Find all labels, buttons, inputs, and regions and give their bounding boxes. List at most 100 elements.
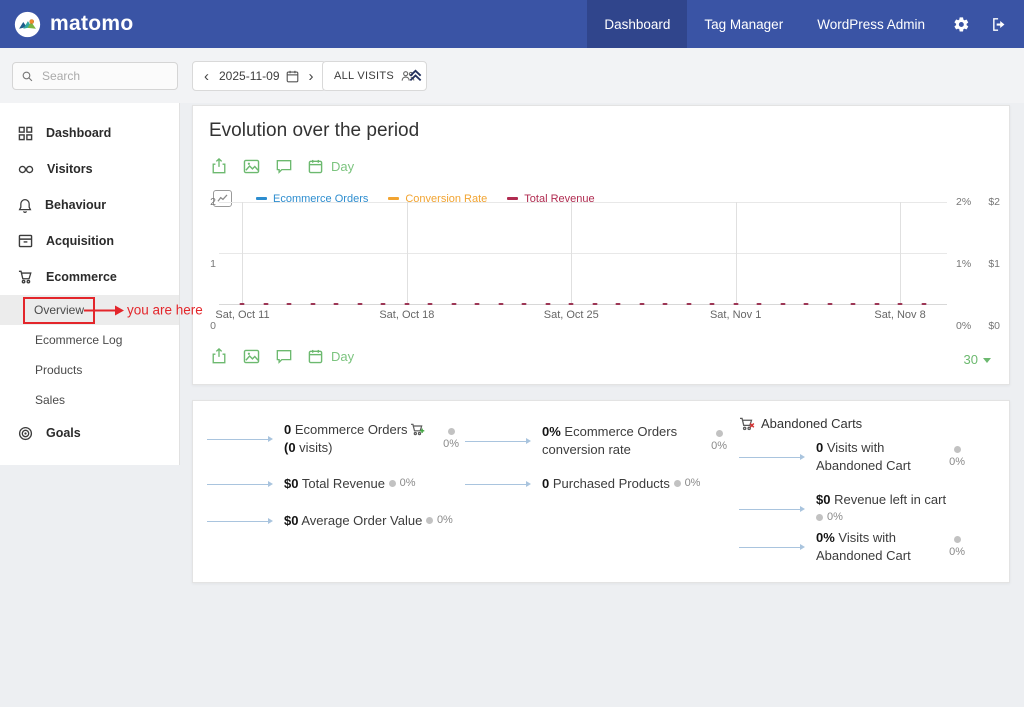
chart-type-icon[interactable] <box>213 190 232 207</box>
evolution-badge: 0% <box>711 430 727 452</box>
sidebar-item-dashboard[interactable]: Dashboard <box>0 115 179 151</box>
legend-item[interactable]: Conversion Rate <box>388 193 487 205</box>
h-gridline <box>219 253 947 254</box>
trend-dot-icon <box>425 517 433 524</box>
export-image-icon[interactable] <box>243 349 260 364</box>
data-point-marker <box>380 303 386 305</box>
data-point-marker <box>333 303 339 305</box>
export-icon[interactable] <box>211 158 227 174</box>
sparkline <box>465 436 531 446</box>
logout-button[interactable] <box>980 0 1018 48</box>
data-point-marker <box>850 303 856 305</box>
annotations-icon[interactable] <box>276 159 292 174</box>
export-image-icon[interactable] <box>243 159 260 174</box>
data-point-marker <box>686 303 692 305</box>
collapse-header-button[interactable] <box>408 68 423 83</box>
settings-button[interactable] <box>942 0 980 48</box>
data-point-marker <box>286 303 292 305</box>
nav-item-tag-manager[interactable]: Tag Manager <box>704 16 784 32</box>
metric-pct-visits-abandoned-cart: 0% Visits with Abandoned Cart 0% <box>739 529 965 565</box>
x-axis-tick-label: Sat, Oct 18 <box>379 309 435 321</box>
sparkline <box>739 504 805 514</box>
data-point-marker <box>474 303 480 305</box>
trend-dot-icon <box>447 428 455 436</box>
nav-item-dashboard[interactable]: Dashboard <box>587 0 688 48</box>
evolution-badge: 0% <box>388 476 416 491</box>
data-point-marker <box>615 303 621 305</box>
sidebar-item-visitors[interactable]: Visitors <box>0 151 179 187</box>
cart-add-icon <box>410 423 425 436</box>
nav-item-wordpress-admin[interactable]: WordPress Admin <box>817 16 925 32</box>
legend-label: Conversion Rate <box>405 192 488 205</box>
h-gridline <box>219 304 947 305</box>
range-selector[interactable]: 30 <box>964 352 991 367</box>
period-label[interactable]: Day <box>331 348 355 364</box>
data-point-marker <box>568 303 574 305</box>
sparkline <box>207 516 273 526</box>
data-point-marker <box>451 303 457 305</box>
period-day-button[interactable] <box>308 349 323 364</box>
data-point-marker <box>780 303 786 305</box>
export-icon[interactable] <box>211 348 227 364</box>
you-are-here-box[interactable]: Overview <box>23 296 96 324</box>
metric-text: $0 Revenue left in cart 0% <box>816 491 965 527</box>
sidebar-item-acquisition[interactable]: Acquisition <box>0 223 179 259</box>
legend-item[interactable]: Total Revenue <box>507 193 595 205</box>
search-input[interactable] <box>40 68 168 84</box>
sparkline <box>207 434 273 444</box>
right-axis-money-label: $2 <box>988 196 1000 208</box>
search-box[interactable] <box>12 62 178 90</box>
metric-text: $0 Total Revenue 0% <box>284 476 416 491</box>
period-day-button[interactable] <box>308 159 323 174</box>
metric-revenue-left-in-cart: $0 Revenue left in cart 0% <box>739 491 965 527</box>
sidebar-label: Dashboard <box>46 126 112 140</box>
trend-dot-icon <box>388 480 396 487</box>
sidebar-label: Ecommerce <box>46 270 117 284</box>
date-prev-icon[interactable]: ‹ <box>204 67 209 85</box>
date-value-wrap: 2025-11-09 <box>219 69 299 83</box>
data-point-marker <box>239 303 245 305</box>
data-point-marker <box>263 303 269 305</box>
metric-text: 0 Visits with Abandoned Cart <box>816 440 911 474</box>
sidebar-item-ecommerce-log[interactable]: Ecommerce Log <box>35 333 123 347</box>
target-icon <box>18 426 33 441</box>
right-axis-percent-label: 2% <box>956 196 972 208</box>
right-axis-percent-label: 0% <box>956 320 972 332</box>
matomo-logo[interactable]: matomo <box>0 11 133 38</box>
legend-item[interactable]: Ecommerce Orders <box>256 193 368 205</box>
legend-swatch <box>256 197 267 200</box>
metric-text: 0 Purchased Products 0% <box>542 476 701 491</box>
sidebar-label: Acquisition <box>46 234 115 248</box>
abandoned-carts-header: Abandoned Carts <box>739 416 862 431</box>
sparkline <box>465 479 531 489</box>
v-gridline <box>735 202 737 304</box>
sidebar-item-goals[interactable]: Goals <box>0 415 179 451</box>
trend-dot-icon <box>715 430 723 438</box>
period-label[interactable]: Day <box>331 158 355 174</box>
annotations-icon[interactable] <box>276 349 292 364</box>
sidebar-item-behaviour[interactable]: Behaviour <box>0 187 179 223</box>
sidebar-label: Behaviour <box>45 198 107 212</box>
cart-icon <box>18 270 33 284</box>
visitors-icon <box>18 163 34 176</box>
date-selector[interactable]: ‹ 2025-11-09 › <box>192 61 326 91</box>
v-gridline <box>406 202 408 304</box>
evolution-badge: 0% <box>949 536 965 558</box>
segment-selector[interactable]: ALL VISITS <box>322 61 428 91</box>
sidebar-item-products[interactable]: Products <box>35 363 83 377</box>
data-point-marker <box>427 303 433 305</box>
date-next-icon[interactable]: › <box>308 67 314 85</box>
trend-dot-icon <box>816 514 823 522</box>
h-gridline <box>219 202 947 203</box>
sidebar-item-sales[interactable]: Sales <box>35 393 66 407</box>
sidebar-item-overview[interactable]: Overview you are here <box>0 295 203 325</box>
metric-purchased-products: 0 Purchased Products 0% <box>465 475 727 493</box>
sidebar-item-ecommerce[interactable]: Ecommerce <box>0 259 179 295</box>
plot-area: Sat, Oct 11 Sat, Oct 18 Sat, Oct 25 Sat, No… <box>215 202 947 321</box>
x-axis-tick-label: Sat, Oct 25 <box>543 309 599 321</box>
right-axis-percent-label: 1% <box>956 258 972 270</box>
data-point-marker <box>639 303 645 305</box>
y-axis-tick-label: 1 <box>210 258 216 270</box>
x-axis-tick-label: Sat, Oct 11 <box>215 309 270 321</box>
